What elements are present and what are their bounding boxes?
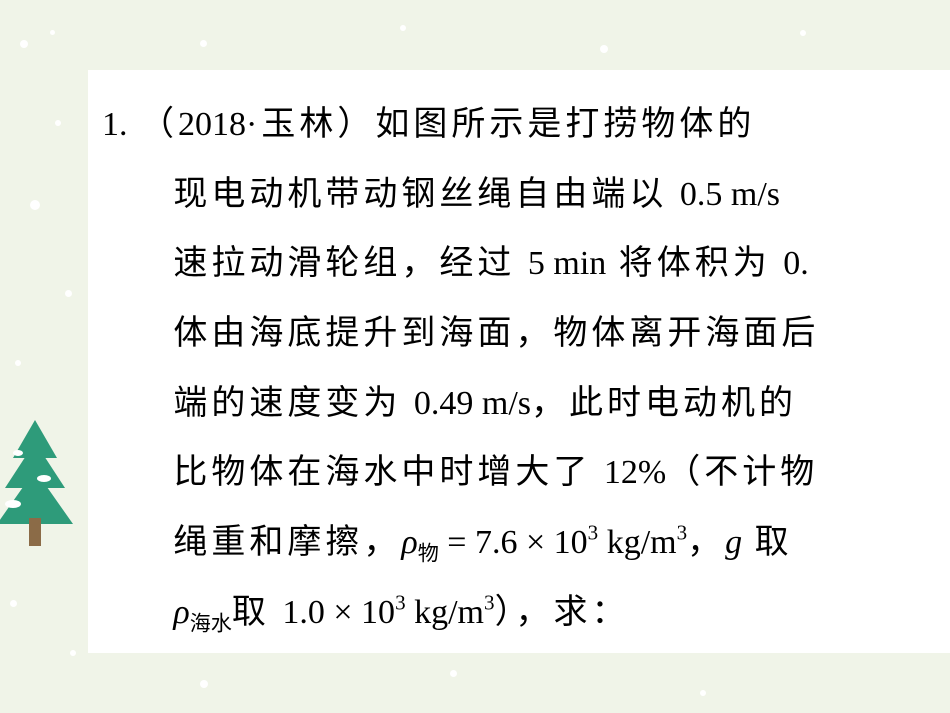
snow-dot bbox=[400, 25, 406, 31]
snow-dot bbox=[450, 670, 457, 677]
source-dot: · bbox=[246, 106, 261, 143]
snow-dot bbox=[30, 200, 40, 210]
rho-sea-value: 1.0 × 10 bbox=[282, 594, 395, 631]
rho-obj-sub: 物 bbox=[418, 542, 439, 566]
rho-obj-symbol: ρ bbox=[401, 524, 417, 561]
unit-kgm3-a: kg/m bbox=[598, 524, 676, 561]
source-open: （ bbox=[140, 106, 178, 143]
snow-dot bbox=[10, 600, 17, 607]
snow-dot bbox=[800, 30, 806, 36]
g-tail: 取 bbox=[742, 524, 793, 561]
tree-icon bbox=[0, 420, 75, 570]
snow-dot bbox=[600, 45, 608, 53]
line3-text-a: 速拉动滑轮组，经过 bbox=[173, 245, 528, 282]
problem-number: 1. bbox=[102, 106, 128, 143]
snow-dot bbox=[50, 30, 55, 35]
snow-dot bbox=[200, 40, 207, 47]
snow-dot bbox=[700, 690, 706, 696]
unit-exp-b: 3 bbox=[484, 590, 495, 614]
line2-text: 现电动机带动钢丝绳自由端以 bbox=[173, 176, 680, 213]
line8-text-a: 取 bbox=[232, 594, 283, 631]
line4-text: 体由海底提升到海面，物体离开海面后 bbox=[173, 315, 819, 352]
unit-exp-a: 3 bbox=[677, 520, 688, 544]
volume: 0. bbox=[783, 245, 809, 282]
rho-sea-exp: 3 bbox=[395, 590, 406, 614]
line5-text-a: 端的速度变为 bbox=[173, 385, 414, 422]
snow-dot bbox=[200, 680, 208, 688]
rho-obj-exp: 3 bbox=[588, 520, 599, 544]
g-symbol: g bbox=[725, 524, 742, 561]
line8-text-b: ），求： bbox=[495, 594, 630, 631]
line5-text-b: ，此时电动机的 bbox=[531, 385, 797, 422]
source-year: 2018 bbox=[178, 106, 246, 143]
comma-1: ， bbox=[687, 524, 725, 561]
problem-text: 1. （2018·玉林）如图所示是打捞物体的 现电动机带动钢丝绳自由端以 0.5… bbox=[102, 90, 950, 648]
snow-dot bbox=[55, 120, 61, 126]
snow-dot bbox=[70, 650, 76, 656]
percent-increase: 12% bbox=[604, 454, 666, 491]
source-place: 玉林 bbox=[261, 106, 337, 143]
rho-sea-symbol: ρ bbox=[173, 594, 189, 631]
line3-text-b: 将体积为 bbox=[606, 245, 783, 282]
line1-text: 如图所示是打捞物体的 bbox=[375, 106, 755, 143]
content-panel: 1. （2018·玉林）如图所示是打捞物体的 现电动机带动钢丝绳自由端以 0.5… bbox=[88, 70, 950, 653]
snow-dot bbox=[15, 360, 21, 366]
line6-text-a: 比物体在海水中时增大了 bbox=[173, 454, 604, 491]
speed-2: 0.49 m/s bbox=[414, 385, 531, 422]
snow-dot bbox=[20, 40, 28, 48]
rho-sea-sub: 海水 bbox=[190, 611, 232, 635]
line7-text-a: 绳重和摩擦， bbox=[173, 524, 401, 561]
unit-kgm3-b: kg/m bbox=[406, 594, 484, 631]
duration: 5 min bbox=[528, 245, 606, 282]
rho-obj-value: 7.6 × 10 bbox=[475, 524, 588, 561]
snow-dot bbox=[65, 290, 72, 297]
source-close: ） bbox=[337, 106, 375, 143]
equals: = bbox=[439, 524, 475, 561]
speed-1: 0.5 m/s bbox=[680, 176, 780, 213]
line6-text-b: （不计物 bbox=[666, 454, 818, 491]
